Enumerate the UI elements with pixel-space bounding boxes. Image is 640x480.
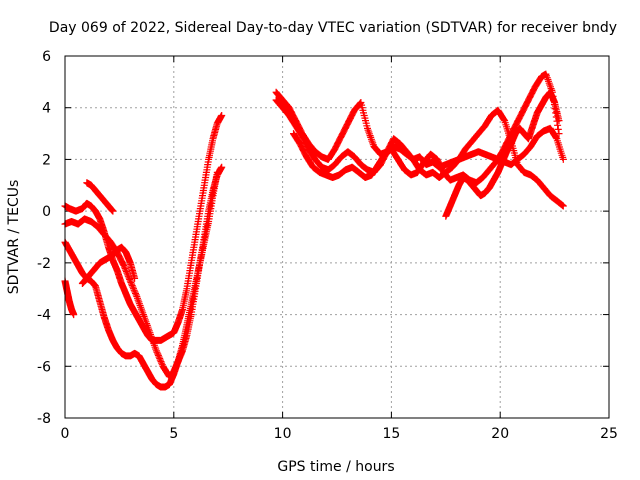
x-tick-label: 5 <box>169 426 178 442</box>
data-point-markers <box>78 243 139 287</box>
data-point-markers <box>83 179 117 215</box>
x-axis-label: GPS time / hours <box>277 459 394 475</box>
data-point-markers <box>61 277 78 319</box>
y-tick-label: -6 <box>37 359 51 375</box>
x-tick-label: 0 <box>61 426 70 442</box>
y-tick-label: 6 <box>42 49 51 65</box>
tick-layer: 0 5 10 15 20 25 -8 -6 -4 -2 0 2 4 6 <box>37 49 618 442</box>
x-tick-label: 20 <box>491 426 509 442</box>
x-tick-label: 15 <box>382 426 400 442</box>
series-track-d <box>61 277 78 319</box>
series-track-j <box>442 88 563 220</box>
points-layer <box>61 70 567 391</box>
y-axis-label: SDTVAR / TECUs <box>6 180 22 295</box>
chart-title: Day 069 of 2022, Sidereal Day-to-day VTE… <box>49 20 617 36</box>
plot-frame <box>64 55 610 419</box>
y-tick-label: 0 <box>42 204 51 220</box>
y-tick-label: -2 <box>37 256 51 272</box>
x-tick-label: 25 <box>600 426 618 442</box>
y-tick-label: 2 <box>42 152 51 168</box>
y-tick-label: -4 <box>37 308 51 324</box>
series-track-f <box>83 179 117 215</box>
x-tick-label: 10 <box>274 426 292 442</box>
y-tick-label: 4 <box>42 101 51 117</box>
y-tick-label: -8 <box>37 411 51 427</box>
data-point-markers <box>442 88 563 220</box>
series-track-e <box>78 243 139 287</box>
